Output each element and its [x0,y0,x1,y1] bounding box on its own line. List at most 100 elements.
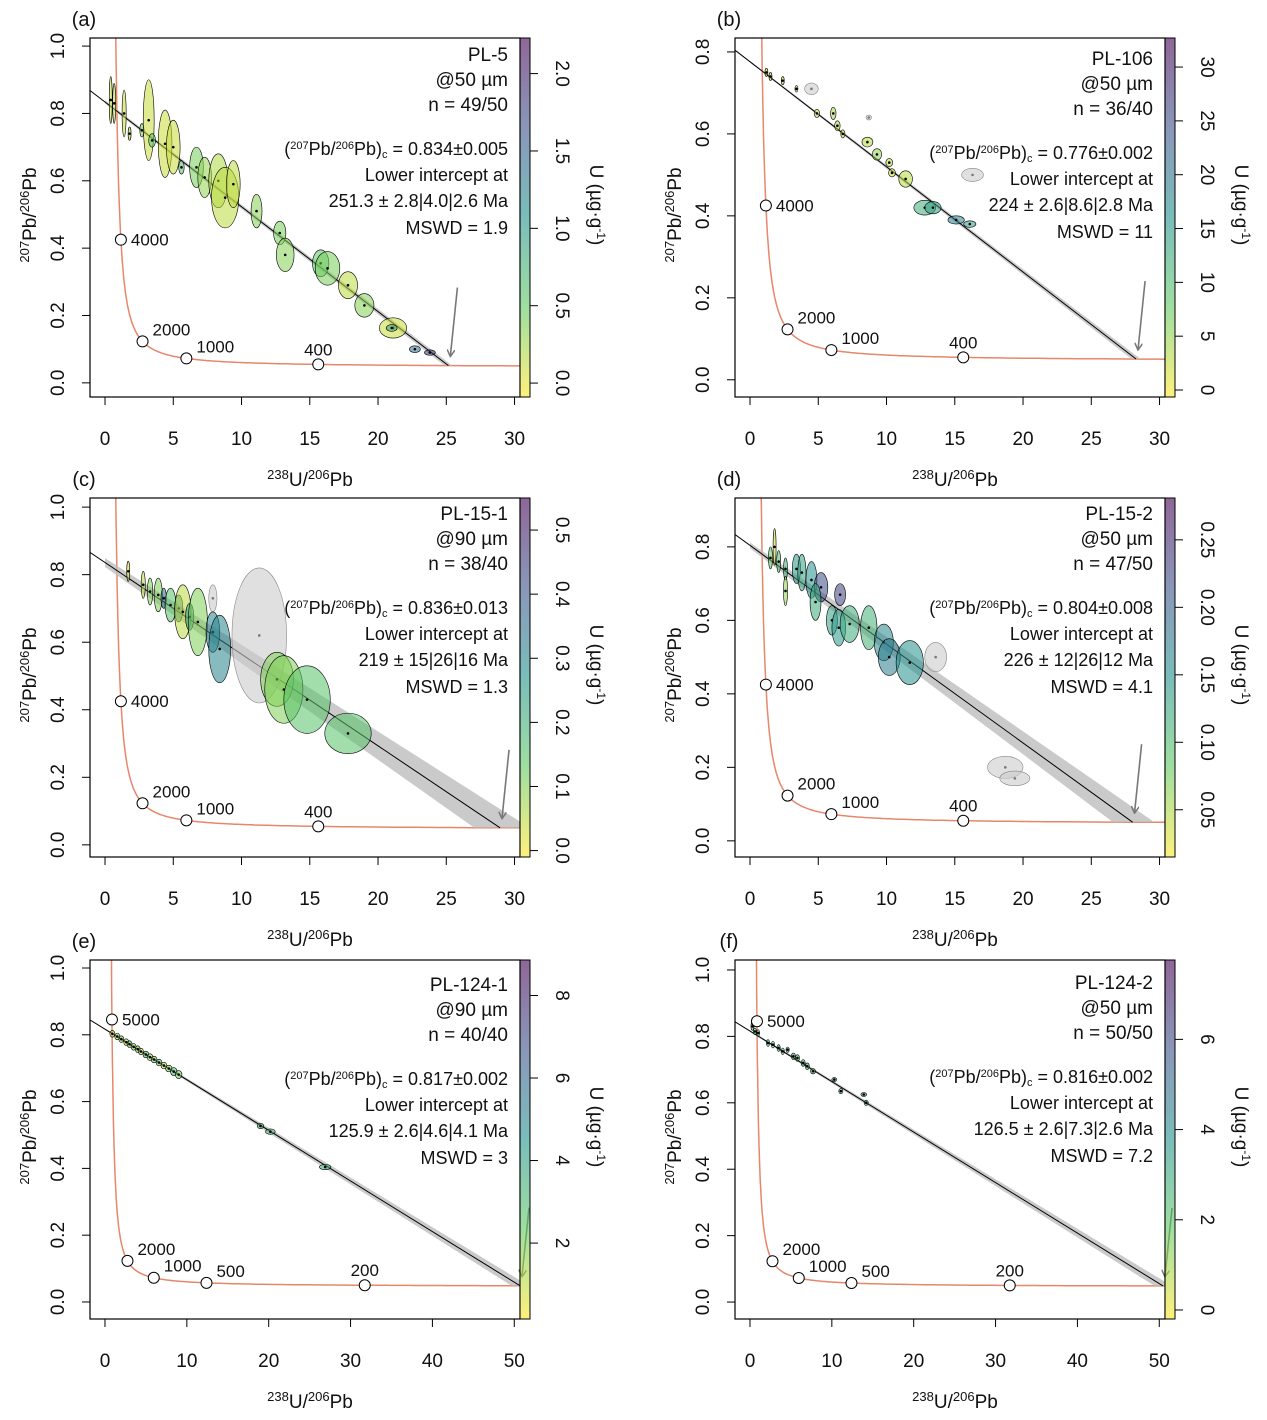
y-tick-label: 0.2 [693,754,714,780]
ellipse-center-dot [150,139,154,142]
ellipse-center-dot [162,597,166,600]
analysis-ellipse [776,550,782,573]
axis-title-el: U/ [934,930,954,951]
ellipse-center-dot [887,655,891,659]
ellipse-center-dot [180,166,183,169]
colorbar-title-end: ) [585,699,606,705]
colorbar-tick-label: 0.05 [1196,791,1217,828]
x-tick-label: 5 [168,429,179,450]
x-tick-label: 0 [100,1351,111,1372]
colorbar-title-end: ) [585,1161,606,1167]
ellipse-center-dot [867,626,871,630]
ellipse-center-dot [156,593,160,597]
axis-title-el: U/ [289,1392,309,1413]
analysis-ellipse [780,1047,785,1055]
ellipse-center-dot [904,177,907,181]
concordia-age-label: 2000 [798,775,836,794]
x-tick-label: 40 [422,1351,443,1372]
concordia-curve [115,498,520,829]
colorbar-tick-label: 0.0 [551,370,572,396]
paren: ( [284,1069,290,1089]
analysis-ellipse [772,528,777,566]
ellipse-center-dot [781,79,785,82]
sub: c [1027,1077,1033,1089]
colorbar-title-sup: -1 [1239,688,1253,699]
colorbar-title-sup: -1 [594,1150,608,1161]
concordia-age-marker [766,1255,779,1268]
ellipse-center-dot [848,622,851,626]
y-tick-label: 0.0 [693,1289,714,1315]
analysis-ellipse [178,160,185,175]
ellipse-center-dot [305,698,309,701]
mswd-value: MSWD = 4.1 [1050,677,1153,697]
ellipse-center-dot [172,1070,176,1073]
y-tick-label: 0.8 [48,561,69,587]
axis-title-sup: 238 [267,467,289,482]
concordia-age-marker [825,808,838,821]
concordia-age-marker [114,695,127,708]
ellipse-center-dot [841,132,845,136]
panel-label: (b) [717,9,741,31]
colorbar [519,959,531,1320]
x-tick-label: 15 [299,429,320,450]
colorbar-title: U (µg·g-1) [1230,625,1253,706]
x-tick-label: 20 [367,429,388,450]
axis-title-el: Pb [665,1089,686,1112]
ellipse-center-dot [171,145,175,149]
colorbar-tick-label: 0.5 [551,292,572,318]
y-tick-label: 0.8 [693,534,714,560]
colorbar-tick-label: 1.5 [551,138,572,164]
rejected-analysis-ellipse [961,168,984,182]
plot-area [735,498,1165,824]
concordia-age-marker [759,199,772,212]
analysis-ellipse [109,1030,116,1038]
ellipse-center-dot [120,1037,123,1041]
sample-name: PL-15-2 [1085,504,1153,525]
analysis-ellipse [130,1043,137,1051]
y-tick-label: 0.4 [693,1156,714,1183]
x-tick-label: 5 [168,889,179,910]
ellipse-center-dot [819,585,823,589]
ellipse-center-dot [795,87,798,91]
colorbar-tick-label: 5 [1196,331,1217,342]
y-tick-label: 0.2 [693,285,714,311]
colorbar-tick-label: 10 [1196,272,1217,293]
el: Pb/ [954,1067,981,1087]
colorbar-title-text: U (µg·g [1230,625,1251,689]
axis-title-sup: 207 [662,1163,677,1185]
el: Pb) [999,1067,1027,1087]
colorbar-title-sup: -1 [594,228,608,239]
concordia-age-marker [781,323,794,336]
analysis-ellipse [276,237,295,273]
spot-size: @50 µm [1081,529,1153,550]
ellipse-center-dot [181,610,185,614]
ellipse-center-dot [144,1053,148,1056]
ellipse-center-dot [223,196,227,199]
analysis-ellipse [753,1027,757,1036]
analysis-ellipse [776,1044,781,1052]
panel-label: (e) [72,931,96,953]
sample-name: PL-106 [1092,49,1153,70]
x-axis-title: 238U/206Pb [912,927,998,951]
ellipse-center-dot [177,1073,180,1076]
analysis-ellipse [885,158,893,167]
analysis-ellipse [861,136,874,148]
colorbar-tick-label: 1.0 [551,215,572,241]
rejected-analysis-ellipse [924,642,947,673]
el: Pb) [354,1069,382,1089]
x-tick-label: 10 [231,429,252,450]
axis-title-el: U/ [934,1392,954,1413]
analysis-ellipse [208,614,231,684]
analysis-ellipse [164,587,177,623]
ellipse-center-dot [1003,766,1007,769]
analysis-ellipse [797,553,807,592]
ellipse-center-dot [765,71,768,74]
concordia-curve [755,960,1165,1287]
ellipse-center-dot [139,1050,143,1053]
axis-title-el: U/ [934,470,954,491]
y-axis-title: 207Pb/206Pb [17,167,41,262]
concordia-age-marker [825,344,838,357]
panel-label: (d) [717,469,741,491]
